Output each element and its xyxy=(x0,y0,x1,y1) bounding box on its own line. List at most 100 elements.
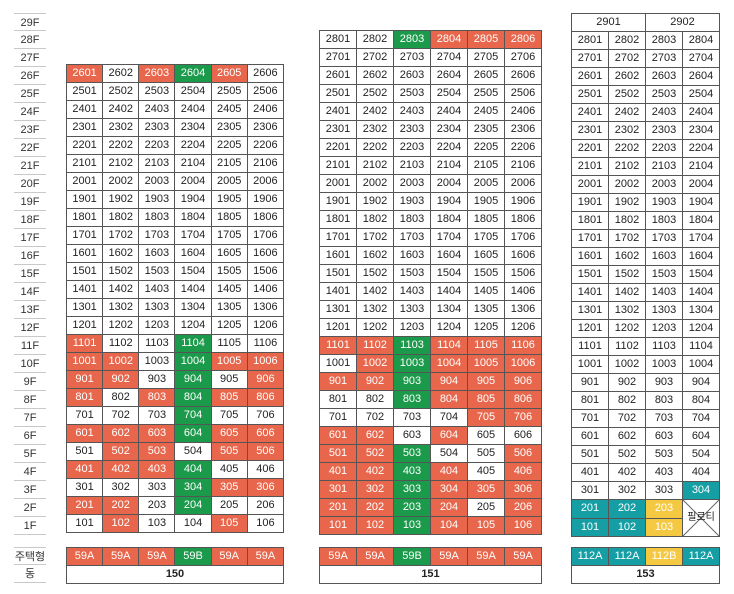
unit-cell: 2701 xyxy=(319,48,357,67)
unit-cell: 105 xyxy=(467,516,505,535)
unit-type-cell: 59A xyxy=(65,547,104,566)
unit-cell: 2504 xyxy=(682,85,720,104)
unit-cell: 2203 xyxy=(645,139,683,158)
unit-cell: 1602 xyxy=(356,246,394,265)
unit-type-cell: 112A xyxy=(608,547,646,566)
floor-row: 101 102 103 104 105 106 xyxy=(65,514,285,533)
unit-cell: 2201 xyxy=(65,136,104,155)
unit-cell: 601 xyxy=(319,426,357,445)
unit-cell: 1904 xyxy=(430,192,468,211)
unit-cell: 2005 xyxy=(467,174,505,193)
unit-cell: 2603 xyxy=(138,64,176,83)
unit-cell: 701 xyxy=(319,408,357,427)
unit-cell: 2105 xyxy=(467,156,505,175)
unit-cell: 1103 xyxy=(138,334,176,353)
unit-cell: 203 xyxy=(645,499,683,519)
floor-label: 10F xyxy=(14,355,46,373)
unit-cell: 606 xyxy=(504,426,542,445)
unit-cell: 1602 xyxy=(608,247,646,266)
unit-cell: 2704 xyxy=(682,49,720,68)
unit-cell: 1304 xyxy=(682,301,720,320)
unit-cell: 1704 xyxy=(174,226,212,245)
unit-cell: 103 xyxy=(645,517,683,537)
floor-row: 2001 2002 2003 2004 xyxy=(571,175,720,194)
unit-cell: 2704 xyxy=(430,48,468,67)
floor-row: 2401 2402 2403 2404 2405 2406 xyxy=(65,100,285,119)
floor-row: 2501 2502 2503 2504 2505 2506 xyxy=(65,82,285,101)
floor-row: 1101 1102 1103 1104 1105 1106 xyxy=(65,334,285,353)
unit-cell: 205 xyxy=(210,496,248,515)
unit-cell: 902 xyxy=(102,370,140,389)
unit-cell: 602 xyxy=(356,426,394,445)
unit-cell: 2303 xyxy=(393,120,431,139)
building-150-grid: 2601 2602 2603 2604 2605 2606 2501 2502 2503 2504… xyxy=(65,13,285,533)
unit-cell: 2605 xyxy=(210,64,248,83)
floor-row: 1101 1102 1103 1104 xyxy=(571,337,720,356)
unit-type-cell: 59A xyxy=(430,547,468,566)
floor-row: 701 702 703 704 xyxy=(571,409,720,428)
unit-cell: 1405 xyxy=(467,282,505,301)
floor-row: 601 602 603 604 605 606 xyxy=(319,426,542,445)
building-row-label: 동 xyxy=(14,565,46,583)
floor-row: 501 502 503 504 xyxy=(571,445,720,464)
unit-cell: 2303 xyxy=(138,118,176,137)
unit-type-cell: 59B xyxy=(174,547,212,566)
unit-cell: 1404 xyxy=(430,282,468,301)
building-153-grid: 2901 2902 2801 2802 2803 2804 2701 2702 2703 2704… xyxy=(571,13,720,537)
building-number: 151 xyxy=(319,565,542,584)
unit-cell: 1606 xyxy=(504,246,542,265)
unit-cell: 1304 xyxy=(174,298,212,317)
unit-cell: 1905 xyxy=(467,192,505,211)
unit-cell: 1502 xyxy=(102,262,140,281)
unit-cell: 505 xyxy=(210,442,248,461)
unit-cell: 1303 xyxy=(393,300,431,319)
unit-cell: 1203 xyxy=(645,319,683,338)
unit-cell: 401 xyxy=(319,462,357,481)
unit-cell: 2304 xyxy=(430,120,468,139)
unit-type-cell: 112A xyxy=(571,547,609,566)
unit-cell: 603 xyxy=(393,426,431,445)
unit-cell: 1703 xyxy=(393,228,431,247)
unit-cell: 2502 xyxy=(102,82,140,101)
floor-row: 1001 1002 1003 1004 1005 1006 xyxy=(65,352,285,371)
unit-cell: 2001 xyxy=(571,175,609,194)
unit-cell: 301 xyxy=(571,481,609,500)
unit-cell: 906 xyxy=(246,370,285,389)
unit-cell: 1003 xyxy=(393,354,431,373)
floor-row: 2301 2302 2303 2304 2305 2306 xyxy=(65,118,285,137)
unit-cell: 1706 xyxy=(504,228,542,247)
unit-cell: 902 xyxy=(356,372,394,391)
unit-cell: 2303 xyxy=(645,121,683,140)
unit-cell: 703 xyxy=(138,406,176,425)
unit-cell: 1803 xyxy=(138,208,176,227)
unit-cell: 2002 xyxy=(608,175,646,194)
floor-label: 11F xyxy=(14,337,46,355)
floor-label: 26F xyxy=(14,67,46,85)
unit-cell: 2104 xyxy=(682,157,720,176)
floor-label: 20F xyxy=(14,175,46,193)
unit-cell: 802 xyxy=(608,391,646,410)
unit-type-cell: 59A xyxy=(467,547,505,566)
unit-cell: 1802 xyxy=(356,210,394,229)
unit-cell: 702 xyxy=(356,408,394,427)
unit-cell: 1901 xyxy=(319,192,357,211)
floor-row: 801 802 803 804 805 806 xyxy=(319,390,542,409)
unit-cell: 2204 xyxy=(430,138,468,157)
unit-cell: 2606 xyxy=(504,66,542,85)
unit-cell: 1006 xyxy=(246,352,285,371)
unit-cell: 1505 xyxy=(210,262,248,281)
floor-row: 2301 2302 2303 2304 xyxy=(571,121,720,140)
unit-cell: 2802 xyxy=(356,30,394,49)
unit-cell: 801 xyxy=(571,391,609,410)
unit-cell: 1903 xyxy=(645,193,683,212)
floor-label: 6F xyxy=(14,427,46,445)
unit-cell: 501 xyxy=(319,444,357,463)
unit-cell: 502 xyxy=(356,444,394,463)
floor-label: 28F xyxy=(14,31,46,49)
unit-cell: 105 xyxy=(210,514,248,533)
building-153-footer: 112A 112A 112B 112A 153 xyxy=(571,547,720,584)
unit-cell: 501 xyxy=(571,445,609,464)
unit-cell: 2405 xyxy=(210,100,248,119)
unit-cell: 2305 xyxy=(210,118,248,137)
unit-cell: 1205 xyxy=(210,316,248,335)
